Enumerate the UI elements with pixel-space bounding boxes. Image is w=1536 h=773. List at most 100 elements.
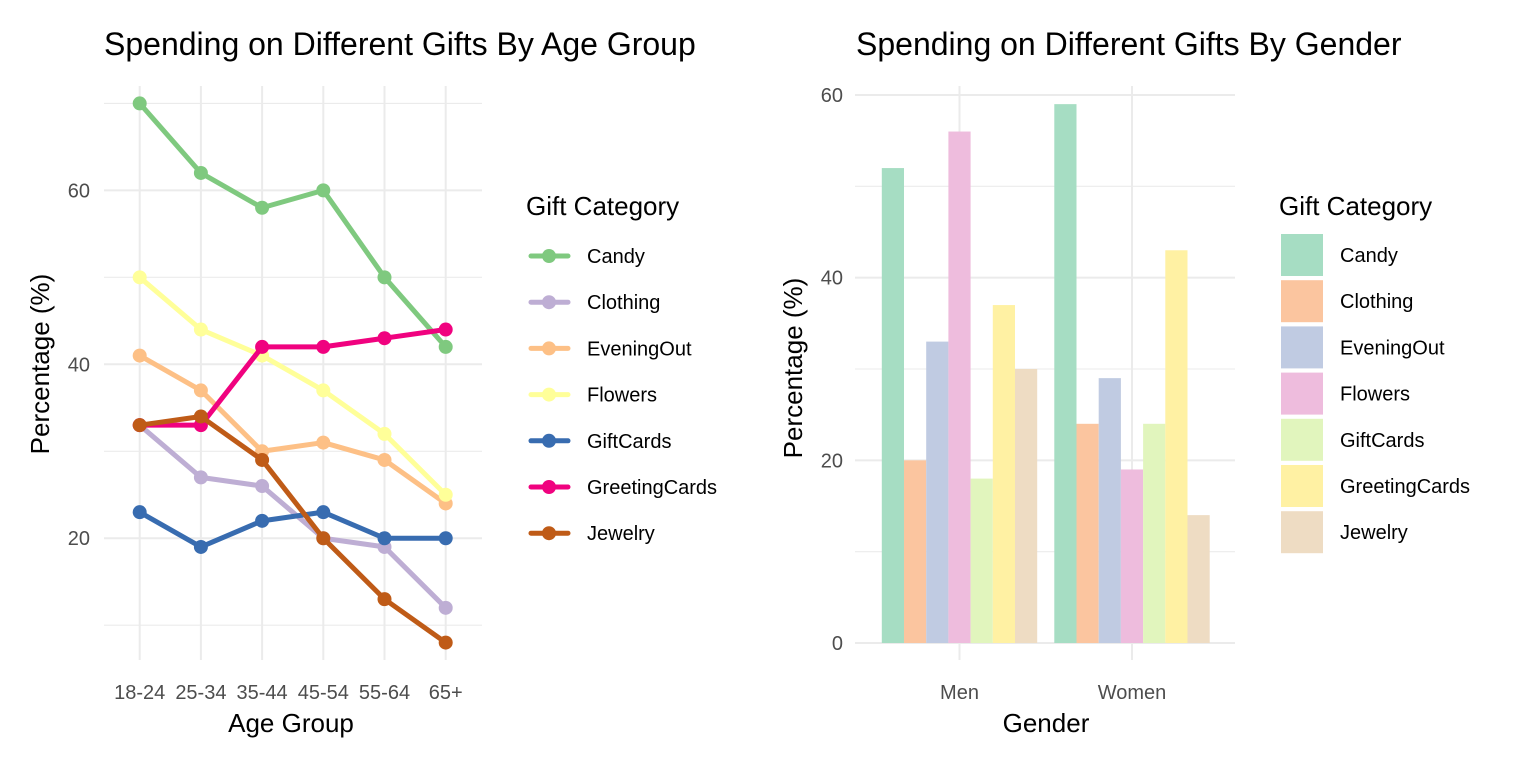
data-point-candy (377, 270, 392, 285)
bar-men-giftcards (970, 478, 993, 643)
bar-chart-legend: Gift Category Candy Clothing EveningOut Flo… (1279, 191, 1470, 554)
data-point-greetingcards (438, 322, 453, 337)
data-point-giftcards (377, 531, 392, 546)
bar-chart-y-axis-title: Percentage (%) (778, 278, 808, 459)
data-point-giftcards (438, 531, 453, 546)
legend-item-flowers: Flowers (528, 385, 657, 407)
bar-chart-x-ticks: Men Women (940, 682, 1166, 704)
series-line-eveningout (137, 353, 449, 506)
data-point-flowers (132, 270, 147, 285)
legend-label: Candy (587, 246, 645, 268)
bar-men-clothing (904, 460, 927, 643)
data-point-candy (316, 183, 331, 198)
series-line-greetingcards (137, 327, 449, 428)
x-tick-label: 18-24 (114, 682, 165, 704)
legend-label: GiftCards (1340, 430, 1424, 452)
line-chart-y-axis-title: Percentage (%) (25, 274, 55, 455)
data-point-flowers (377, 426, 392, 441)
data-point-flowers (438, 487, 453, 502)
legend-label: GreetingCards (1340, 476, 1470, 498)
x-tick-label: 35-44 (237, 682, 288, 704)
data-point-greetingcards (377, 331, 392, 346)
bar-chart-bars (881, 104, 1210, 644)
line-chart-x-axis-title: Age Group (228, 708, 354, 738)
legend-swatch (1281, 326, 1323, 369)
bar-women-jewelry (1187, 515, 1210, 643)
data-point-clothing (255, 479, 270, 494)
legend-item-jewelry: Jewelry (528, 523, 655, 545)
legend-item-giftcards: GiftCards (1281, 418, 1424, 461)
legend-label: Jewelry (1340, 522, 1408, 544)
data-point-candy (132, 96, 147, 111)
bar-women-eveningout (1098, 378, 1121, 643)
x-tick-label: 25-34 (175, 682, 226, 704)
bar-men-flowers (948, 131, 971, 644)
line-chart-gridlines (104, 86, 482, 660)
line-chart-age-group: 20 40 60 18-24 25-34 35-44 45-54 55-64 65+ Spen… (25, 26, 717, 738)
legend-label: GiftCards (587, 431, 671, 453)
x-tick-label: 65+ (429, 682, 463, 704)
legend-point-swatch (542, 387, 556, 402)
legend-point-swatch (542, 526, 556, 541)
legend-item-clothing: Clothing (1281, 280, 1413, 323)
series-line-clothing (137, 422, 449, 611)
legend-item-candy: Candy (528, 246, 645, 268)
legend-point-swatch (542, 480, 556, 494)
data-point-jewelry (132, 418, 147, 433)
bar-women-greetingcards (1165, 250, 1188, 643)
legend-point-swatch (542, 249, 556, 263)
bar-chart-legend-title: Gift Category (1279, 191, 1432, 221)
legend-item-clothing: Clothing (528, 292, 660, 314)
data-point-flowers (316, 383, 331, 398)
series-jewelry (132, 409, 453, 650)
data-point-giftcards (132, 505, 147, 520)
legend-label: Jewelry (587, 523, 655, 545)
data-point-clothing (438, 600, 453, 615)
data-point-eveningout (316, 435, 331, 450)
y-tick-label: 20 (68, 528, 90, 550)
legend-swatch (1281, 234, 1323, 276)
legend-item-giftcards: GiftCards (528, 431, 671, 453)
legend-label: Clothing (1340, 291, 1413, 313)
bar-chart-x-axis-title: Gender (1003, 708, 1090, 738)
legend-item-greetingcards: GreetingCards (528, 477, 717, 499)
series-line-giftcards (137, 509, 449, 550)
data-point-eveningout (193, 383, 208, 398)
data-point-jewelry (255, 452, 270, 467)
y-tick-label: 40 (821, 268, 843, 290)
line-chart-title: Spending on Different Gifts By Age Group (104, 26, 696, 62)
legend-swatch (1281, 465, 1323, 507)
legend-swatch (1281, 280, 1323, 323)
legend-label: GreetingCards (587, 477, 717, 499)
line-chart-x-ticks: 18-24 25-34 35-44 45-54 55-64 65+ (114, 682, 463, 704)
legend-point-swatch (542, 341, 556, 356)
legend-swatch (1281, 418, 1323, 461)
bar-women-giftcards (1143, 423, 1166, 643)
legend-item-candy: Candy (1281, 234, 1398, 276)
legend-item-eveningout: EveningOut (1281, 326, 1445, 369)
line-chart-legend-title: Gift Category (526, 191, 679, 221)
data-point-jewelry (193, 409, 208, 424)
line-chart-legend: Gift Category Candy Clothing EveningOut Flo… (526, 191, 717, 545)
bar-men-jewelry (1015, 369, 1038, 643)
data-point-jewelry (316, 531, 331, 546)
bar-women-flowers (1120, 469, 1144, 643)
legend-item-flowers: Flowers (1281, 372, 1410, 415)
bar-chart-title: Spending on Different Gifts By Gender (856, 26, 1402, 62)
data-point-candy (255, 200, 270, 215)
legend-label: Clothing (587, 292, 660, 314)
data-point-eveningout (377, 452, 392, 467)
data-point-jewelry (438, 635, 453, 650)
x-tick-label: 55-64 (359, 682, 410, 704)
bar-men-eveningout (926, 341, 949, 643)
data-point-giftcards (255, 513, 270, 528)
series-line-candy (137, 100, 449, 350)
legend-point-swatch (542, 433, 556, 448)
data-point-flowers (193, 322, 208, 337)
legend-label: EveningOut (587, 338, 692, 360)
data-point-giftcards (193, 539, 208, 554)
legend-swatch (1281, 372, 1323, 415)
data-point-jewelry (377, 592, 392, 607)
